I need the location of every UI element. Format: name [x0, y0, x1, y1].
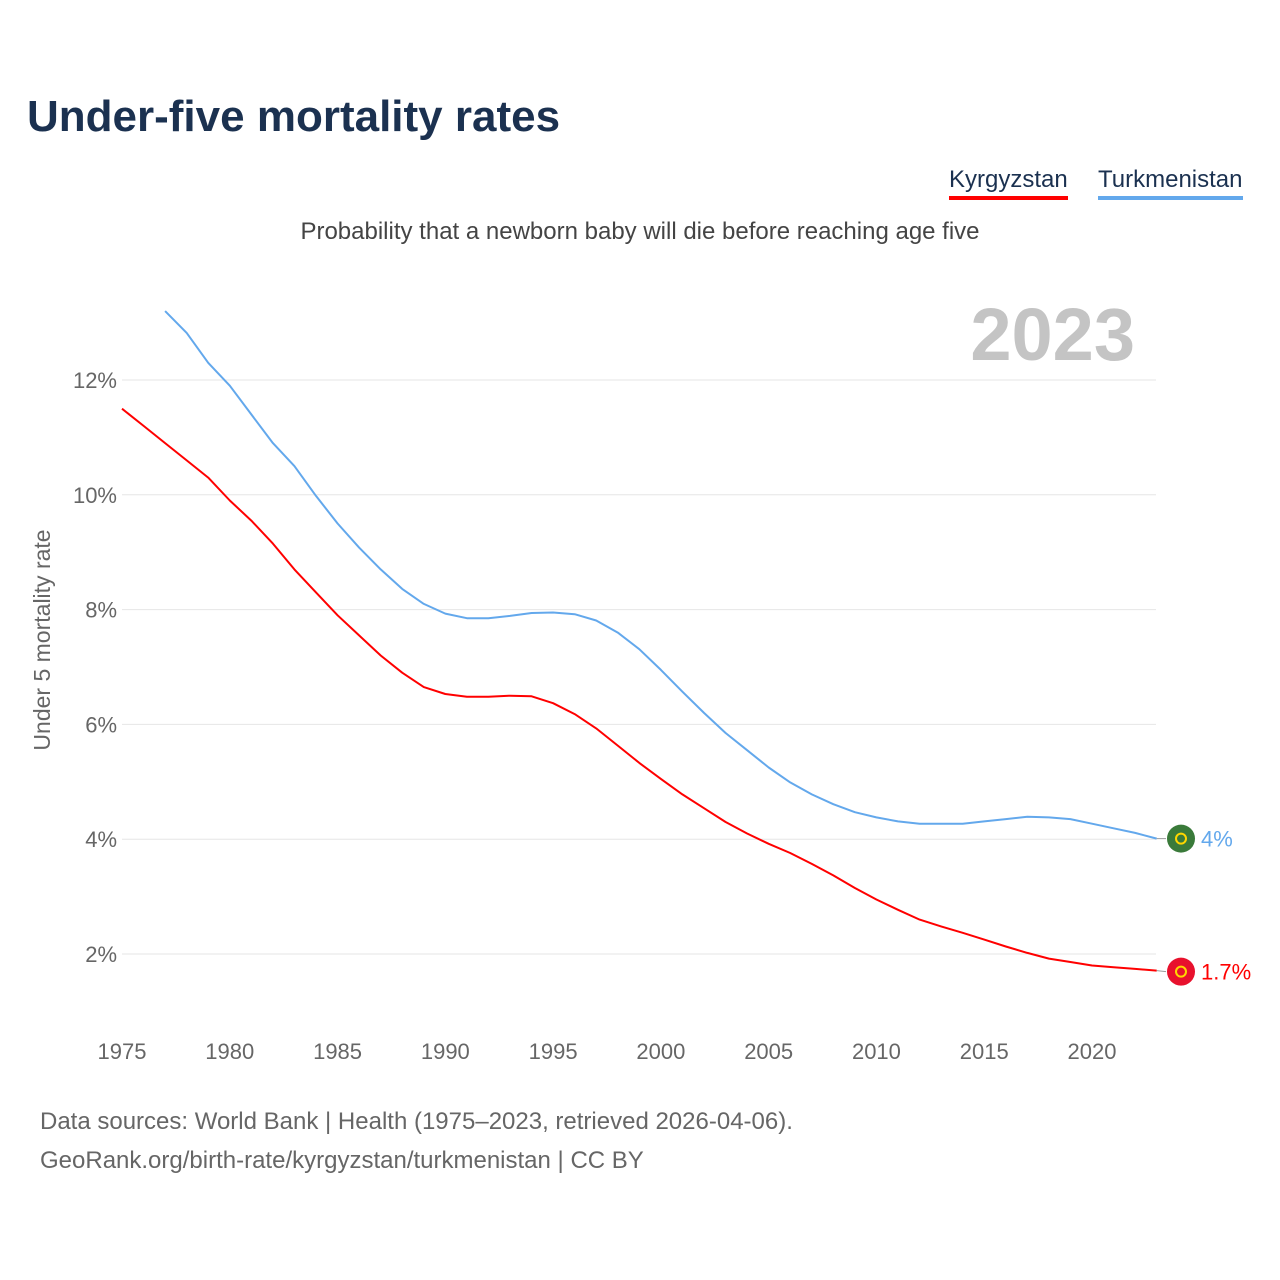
chart-subtitle: Probability that a newborn baby will die… [300, 218, 980, 245]
flag-icon-kyrgyzstan [1167, 957, 1195, 986]
axis-ticks: 2% 4% 6% 8% 10% 12% 1975 1980 1985 1990 1995 2000 20… [73, 368, 1117, 1064]
series-line-kyrgyzstan [121, 407, 1157, 972]
y-tick-label: 12% [73, 368, 117, 393]
end-labels: 1.7% 4% [1156, 824, 1251, 986]
x-tick-label: 2015 [960, 1039, 1009, 1064]
source-link[interactable]: GeoRank.org/birth-rate/kyrgyzstan/turkme… [40, 1147, 644, 1174]
data-source-text: Data sources: World Bank | Health (1975–… [40, 1108, 793, 1135]
end-connector [1156, 970, 1167, 973]
y-tick-label: 10% [73, 483, 117, 508]
x-tick-label: 1985 [313, 1039, 362, 1064]
legend-item-kyrgyzstan[interactable]: Kyrgyzstan [949, 166, 1068, 200]
x-tick-label: 2000 [636, 1039, 685, 1064]
y-tick-label: 2% [85, 942, 117, 967]
end-value-label: 1.7% [1201, 960, 1251, 985]
x-tick-label: 2010 [852, 1039, 901, 1064]
x-tick-label: 1990 [421, 1039, 470, 1064]
chart-title: Under-five mortality rates [27, 92, 561, 141]
x-tick-label: 1980 [205, 1039, 254, 1064]
y-axis-label: Under 5 mortality rate [29, 529, 55, 750]
y-tick-label: 8% [85, 598, 117, 623]
flag-emblem-icon [1175, 832, 1187, 845]
flag-emblem-icon [1175, 965, 1187, 978]
x-tick-label: 1995 [529, 1039, 578, 1064]
end-value-label: 4% [1201, 827, 1233, 852]
y-tick-label: 4% [85, 827, 117, 852]
gridlines [122, 379, 1156, 955]
x-tick-label: 2020 [1068, 1039, 1117, 1064]
legend-item-turkmenistan[interactable]: Turkmenistan [1098, 166, 1243, 200]
flag-icon-turkmenistan [1167, 824, 1195, 853]
year-watermark: 2023 [970, 293, 1135, 376]
x-tick-label: 1975 [98, 1039, 147, 1064]
series-lines [121, 310, 1157, 972]
x-tick-label: 2005 [744, 1039, 793, 1064]
series-line-turkmenistan [164, 310, 1157, 840]
y-tick-label: 6% [85, 712, 117, 737]
